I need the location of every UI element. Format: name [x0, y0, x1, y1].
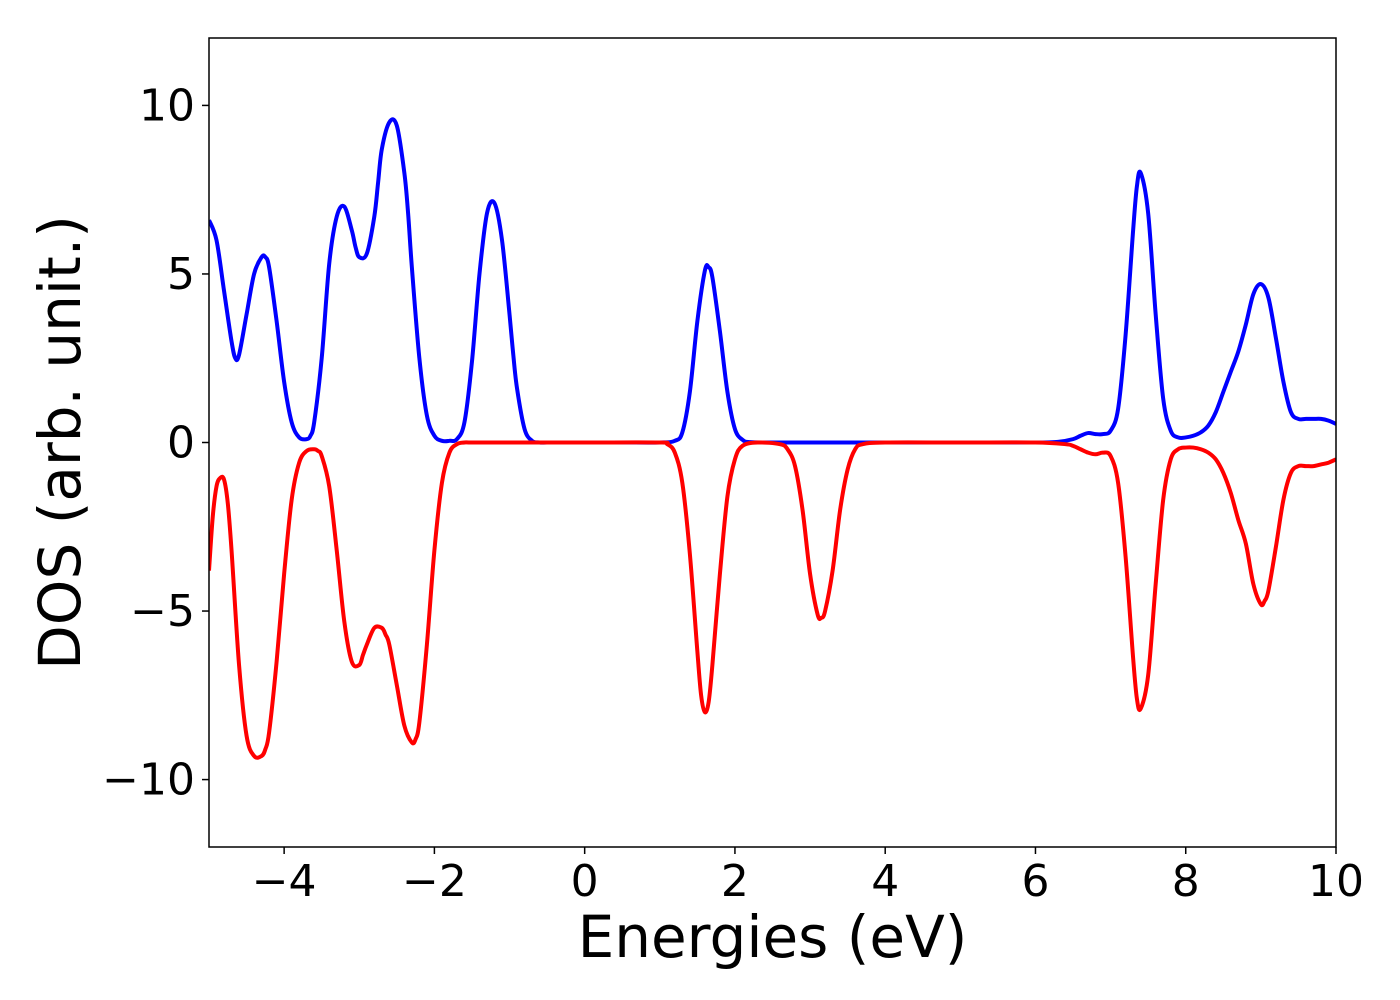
x-axis-ticks: −4 −2 0 2 4 6 8 10 — [252, 847, 1364, 907]
x-tick-label: −2 — [402, 856, 467, 907]
x-axis-label: Energies (eV) — [578, 903, 968, 971]
y-axis-ticks: 10 5 0 −5 −10 — [102, 80, 209, 806]
x-tick-label: 6 — [1021, 856, 1049, 907]
y-tick-label: −10 — [102, 755, 195, 806]
x-tick-label: 4 — [871, 856, 899, 907]
x-tick-label: 10 — [1308, 856, 1364, 907]
series-line-red — [209, 440, 1336, 760]
series-layer — [209, 117, 1336, 760]
x-tick-label: 8 — [1172, 856, 1200, 907]
y-axis-label: DOS (arb. unit.) — [26, 215, 94, 670]
y-tick-label: 10 — [139, 80, 195, 131]
x-tick-label: 0 — [571, 856, 599, 907]
x-tick-label: 2 — [721, 856, 749, 907]
series-line-blue — [209, 117, 1336, 445]
x-tick-label: −4 — [252, 856, 317, 907]
y-tick-label: −5 — [130, 586, 195, 637]
y-tick-label: 0 — [167, 418, 195, 469]
y-tick-label: 5 — [167, 249, 195, 300]
